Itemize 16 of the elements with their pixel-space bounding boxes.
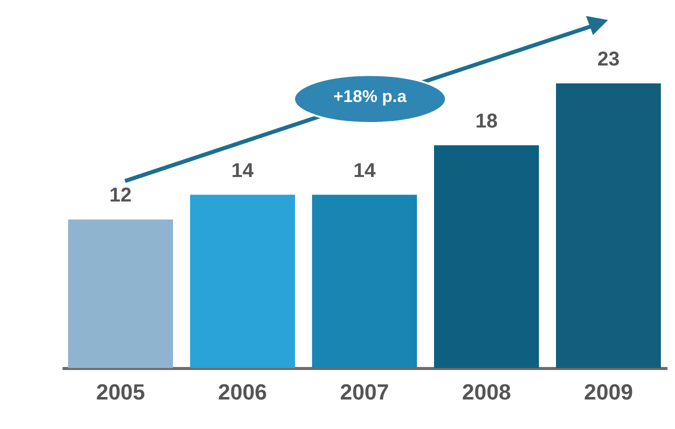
x-tick-label: 2006: [218, 380, 267, 404]
bar: [434, 145, 539, 368]
x-tick-label: 2007: [340, 380, 389, 404]
data-label: 14: [353, 160, 376, 182]
annotation: +18% p.a: [332, 87, 408, 107]
bar: [68, 220, 173, 368]
x-tick-label: 2005: [96, 380, 146, 404]
bar: [312, 194, 417, 368]
data-label: 23: [597, 48, 620, 70]
x-tick-label: 2008: [462, 380, 511, 404]
data-label: 12: [109, 184, 132, 206]
x-tick-label: 2009: [584, 380, 633, 404]
data-label: 14: [231, 160, 255, 182]
bar: [190, 194, 295, 368]
bar: [556, 83, 661, 368]
data-label: 18: [475, 110, 498, 132]
